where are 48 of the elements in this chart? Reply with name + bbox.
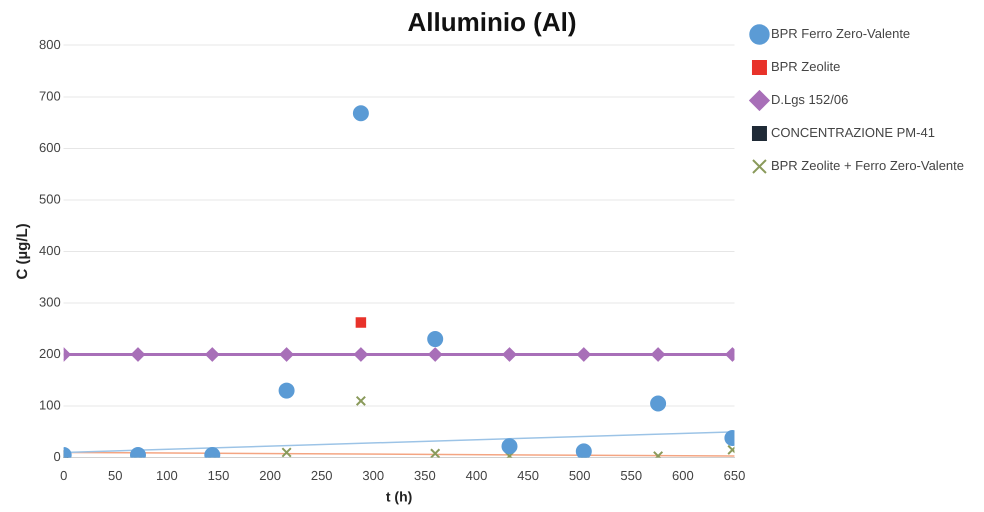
- y-tick-label: 600: [38, 140, 61, 155]
- y-tick-label: 700: [38, 88, 61, 104]
- x-tick-label: 300: [362, 468, 384, 483]
- y-tick-label: 200: [38, 346, 61, 362]
- x-tick-label: 550: [620, 468, 642, 483]
- point: [356, 396, 366, 406]
- x-tick-label: 450: [517, 468, 539, 483]
- point: [502, 348, 516, 362]
- point: [130, 348, 145, 362]
- point: [650, 395, 666, 412]
- y-tick-label: 300: [38, 294, 61, 310]
- x-tick-label: 500: [568, 468, 591, 483]
- y-axis-title: C (µg/L): [14, 223, 32, 280]
- point: [576, 348, 591, 362]
- x-tick-label: 600: [672, 468, 694, 483]
- y-tick-label: 400: [38, 242, 61, 258]
- x-tick-label: 250: [310, 468, 333, 483]
- y-tick-label: 800: [38, 36, 61, 52]
- point: [281, 447, 292, 458]
- point: [651, 348, 666, 362]
- point: [354, 348, 368, 362]
- x-tick-label: 350: [414, 468, 436, 483]
- x-tick-label: 150: [208, 468, 230, 483]
- point: [205, 348, 220, 362]
- point: [278, 382, 295, 399]
- x-tick-label: 100: [156, 468, 178, 483]
- x-axis-title: t (h): [386, 488, 412, 504]
- x-tick-label: 400: [466, 468, 488, 483]
- x-tick-label: 200: [259, 468, 281, 483]
- legend-label: BPR Ferro Zero-Valente: [770, 26, 910, 42]
- legend-label: D.Lgs 152/06: [770, 92, 848, 108]
- y-tick-label: 100: [38, 398, 61, 413]
- point: [356, 317, 366, 328]
- x-tick-label: 650: [724, 468, 746, 483]
- x-tick-label: 50: [108, 468, 123, 483]
- point: [430, 448, 440, 458]
- point: [352, 105, 369, 122]
- point: [502, 438, 518, 454]
- chart-title: Alluminio (Al): [408, 6, 576, 37]
- point: [428, 348, 442, 362]
- legend-label: BPR Zeolite: [770, 59, 840, 74]
- point: [427, 331, 444, 348]
- legend-label: CONCENTRAZIONE PM-41: [770, 125, 935, 140]
- legend-label: BPR Zeolite + Ferro Zero-Valente: [770, 158, 964, 174]
- point: [576, 443, 592, 458]
- y-tick-label: 500: [38, 191, 61, 206]
- point: [280, 348, 294, 362]
- y-tick-label: 0: [53, 449, 61, 464]
